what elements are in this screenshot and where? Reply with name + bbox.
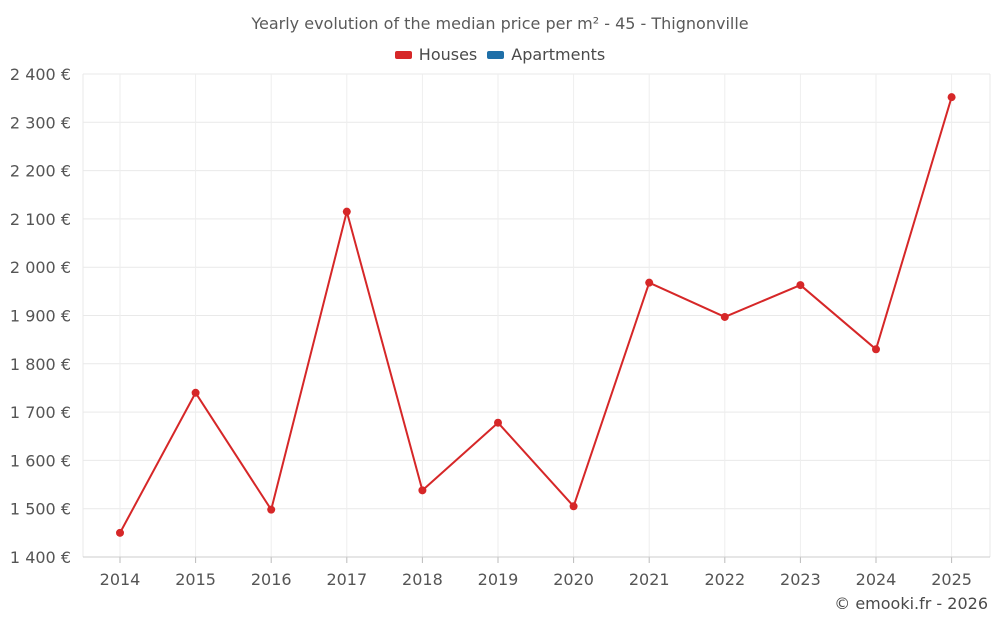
y-tick-label: 2 300 € xyxy=(10,113,71,132)
data-point-houses-2022[interactable] xyxy=(720,312,729,321)
y-tick-label: 2 200 € xyxy=(10,162,71,181)
data-point-houses-2025[interactable] xyxy=(947,93,956,102)
y-tick-label: 1 700 € xyxy=(10,403,71,422)
x-tick-label: 2025 xyxy=(931,570,972,589)
x-tick-label: 2016 xyxy=(251,570,292,589)
data-point-houses-2023[interactable] xyxy=(796,281,805,290)
legend-item-houses[interactable]: Houses xyxy=(394,45,478,64)
y-tick-label: 2 000 € xyxy=(10,258,71,277)
x-tick-label: 2020 xyxy=(553,570,594,589)
data-point-houses-2015[interactable] xyxy=(191,388,200,397)
y-tick-label: 1 400 € xyxy=(10,548,71,567)
chart-title: Yearly evolution of the median price per… xyxy=(251,14,749,33)
data-point-houses-2018[interactable] xyxy=(418,486,427,495)
y-tick-label: 2 100 € xyxy=(10,210,71,229)
x-tick-label: 2018 xyxy=(402,570,443,589)
data-point-houses-2016[interactable] xyxy=(267,505,276,514)
y-tick-label: 2 400 € xyxy=(10,65,71,84)
chart-legend: Houses Apartments xyxy=(0,45,1000,64)
y-tick-label: 1 500 € xyxy=(10,500,71,519)
x-tick-label: 2023 xyxy=(780,570,821,589)
x-tick-label: 2014 xyxy=(100,570,141,589)
y-tick-label: 1 800 € xyxy=(10,355,71,374)
series-line-houses xyxy=(119,96,953,534)
x-tick-label: 2021 xyxy=(629,570,670,589)
data-point-houses-2021[interactable] xyxy=(645,278,654,287)
credit-text: © emooki.fr - 2026 xyxy=(834,594,988,613)
data-point-houses-2017[interactable] xyxy=(342,207,351,216)
x-tick-label: 2019 xyxy=(478,570,519,589)
legend-swatch-apartments xyxy=(487,50,505,59)
legend-label-houses: Houses xyxy=(418,45,478,64)
data-point-houses-2014[interactable] xyxy=(116,528,124,537)
x-tick-label: 2024 xyxy=(856,570,897,589)
x-tick-label: 2022 xyxy=(704,570,745,589)
y-tick-label: 1 900 € xyxy=(10,307,71,326)
legend-swatch-houses xyxy=(394,50,412,59)
data-point-houses-2024[interactable] xyxy=(872,345,880,354)
y-tick-label: 1 600 € xyxy=(10,451,71,470)
legend-label-apartments: Apartments xyxy=(511,45,606,64)
x-tick-label: 2017 xyxy=(326,570,367,589)
x-tick-label: 2015 xyxy=(175,570,216,589)
legend-item-apartments[interactable]: Apartments xyxy=(487,45,605,64)
data-point-houses-2020[interactable] xyxy=(569,502,578,511)
data-point-houses-2019[interactable] xyxy=(494,418,502,427)
